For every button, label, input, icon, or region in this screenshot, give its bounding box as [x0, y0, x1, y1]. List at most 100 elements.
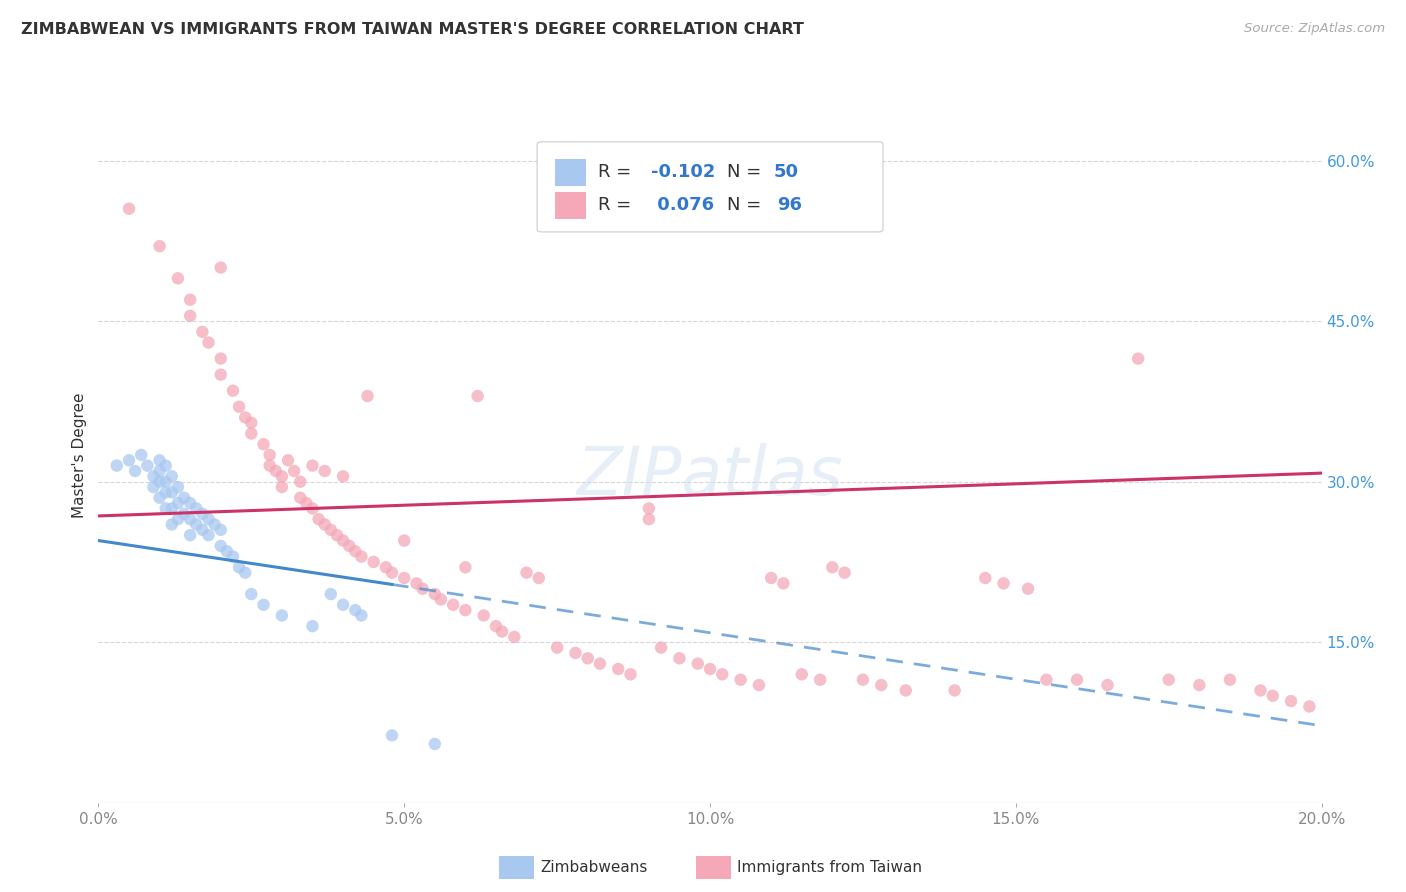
- Point: [344, 603, 367, 617]
- Point: [711, 667, 734, 681]
- Point: [686, 657, 709, 671]
- Point: [405, 576, 427, 591]
- Point: [308, 512, 330, 526]
- Point: [179, 496, 201, 510]
- Point: [344, 544, 367, 558]
- Point: [392, 533, 416, 548]
- Point: [870, 678, 893, 692]
- Point: [149, 453, 172, 467]
- Point: [179, 512, 201, 526]
- Point: [277, 453, 299, 467]
- Point: [118, 453, 141, 467]
- Point: [527, 571, 550, 585]
- Text: 0.076: 0.076: [651, 196, 714, 214]
- Text: N =: N =: [727, 163, 766, 181]
- Point: [160, 501, 183, 516]
- Point: [472, 608, 495, 623]
- Point: [259, 458, 281, 473]
- Point: [295, 496, 318, 510]
- Point: [412, 582, 434, 596]
- Point: [467, 389, 489, 403]
- Point: [142, 469, 165, 483]
- Point: [332, 598, 354, 612]
- Point: [454, 560, 477, 574]
- Point: [173, 507, 195, 521]
- Point: [197, 335, 219, 350]
- Point: [290, 475, 312, 489]
- Point: [105, 458, 128, 473]
- Point: [149, 491, 172, 505]
- Point: [730, 673, 752, 687]
- Point: [186, 501, 208, 516]
- Point: [155, 501, 177, 516]
- Point: [381, 566, 404, 580]
- Point: [430, 592, 453, 607]
- Point: [264, 464, 287, 478]
- Point: [790, 667, 813, 681]
- Text: R =: R =: [598, 196, 637, 214]
- Point: [1097, 678, 1119, 692]
- Text: 96: 96: [778, 196, 803, 214]
- Point: [821, 560, 844, 574]
- Point: [179, 293, 201, 307]
- Point: [759, 571, 782, 585]
- Point: [191, 325, 214, 339]
- Point: [167, 496, 190, 510]
- Point: [149, 239, 172, 253]
- Point: [546, 640, 568, 655]
- Point: [619, 667, 641, 681]
- Point: [374, 560, 396, 574]
- Point: [637, 501, 661, 516]
- Point: [772, 576, 794, 591]
- Point: [228, 400, 250, 414]
- Point: [319, 523, 342, 537]
- Point: [650, 640, 672, 655]
- Point: [233, 410, 256, 425]
- Point: [179, 309, 201, 323]
- Point: [993, 576, 1015, 591]
- Point: [191, 523, 214, 537]
- Point: [1066, 673, 1088, 687]
- Point: [363, 555, 385, 569]
- Point: [149, 464, 172, 478]
- Point: [350, 608, 373, 623]
- Point: [748, 678, 770, 692]
- Point: [607, 662, 630, 676]
- Point: [485, 619, 508, 633]
- Point: [179, 528, 201, 542]
- Point: [314, 517, 336, 532]
- Text: N =: N =: [727, 196, 766, 214]
- Point: [326, 528, 349, 542]
- Point: [1188, 678, 1211, 692]
- Point: [270, 480, 292, 494]
- Point: [301, 501, 323, 516]
- Point: [1249, 683, 1271, 698]
- Point: [142, 480, 165, 494]
- Point: [834, 566, 856, 580]
- Text: ZIPatlas: ZIPatlas: [576, 442, 844, 508]
- Point: [301, 619, 323, 633]
- Point: [252, 437, 274, 451]
- Point: [228, 560, 250, 574]
- Point: [699, 662, 721, 676]
- Point: [209, 368, 232, 382]
- Point: [1261, 689, 1284, 703]
- Point: [441, 598, 464, 612]
- Point: [124, 464, 146, 478]
- Point: [491, 624, 513, 639]
- Point: [252, 598, 274, 612]
- Point: [381, 728, 404, 742]
- Text: -0.102: -0.102: [651, 163, 716, 181]
- Point: [1157, 673, 1180, 687]
- Point: [423, 737, 446, 751]
- Point: [270, 469, 292, 483]
- Point: [337, 539, 360, 553]
- Point: [454, 603, 477, 617]
- Point: [129, 448, 152, 462]
- Point: [160, 517, 183, 532]
- Point: [637, 512, 661, 526]
- Point: [332, 533, 354, 548]
- Point: [173, 491, 195, 505]
- Point: [314, 464, 336, 478]
- Point: [301, 458, 323, 473]
